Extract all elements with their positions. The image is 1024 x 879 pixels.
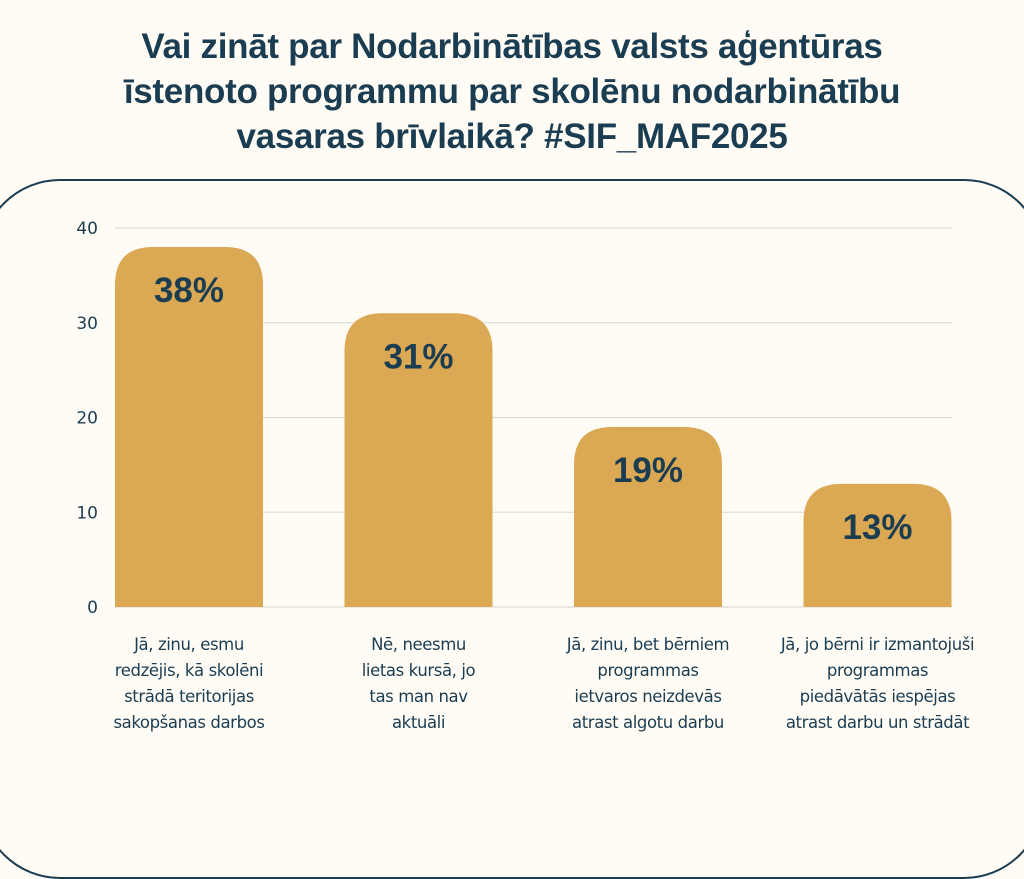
- bars: [115, 246, 952, 607]
- bar: [344, 313, 493, 607]
- x-tick-label-line: Nē, neesmu: [371, 635, 466, 654]
- x-tick-label-line: sakopšanas darbos: [113, 713, 265, 732]
- x-tick-label: Jā, zinu, esmu redzējis, kā skolēni strādā…: [74, 632, 304, 736]
- x-tick-label-line: ietvaros neizdevās: [574, 687, 722, 706]
- bar: [115, 246, 263, 607]
- y-axis-ticks: 0 10 20 30 40: [76, 219, 98, 618]
- chart-title: Vai zināt par Nodarbinātības valsts aģen…: [0, 24, 1024, 159]
- data-label: 13%: [842, 508, 912, 547]
- x-tick-label-line: programmas: [826, 661, 929, 680]
- x-tick-label-line: Jā, jo bērni ir izmantojuši: [780, 635, 975, 654]
- x-tick-label-line: tas man nav: [369, 687, 468, 706]
- x-tick-label: Jā, zinu, bet bērniem programmas ietvaros …: [533, 632, 763, 736]
- x-tick-label-line: strādā teritorijas: [124, 687, 254, 706]
- x-tick-label-line: aktuāli: [391, 713, 446, 732]
- x-tick-label-line: lietas kursā, jo: [361, 661, 476, 680]
- x-tick-label: Jā, jo bērni ir izmantojuši programmas pie…: [763, 632, 993, 736]
- y-tick-label: 10: [76, 503, 98, 523]
- chart-title-line: vasaras brīvlaikā? #SIF_MAF2025: [236, 117, 788, 156]
- bar: [803, 483, 952, 607]
- x-tick-label-line: programmas: [597, 661, 699, 680]
- data-labels: 38% 31% 19% 13%: [154, 271, 913, 547]
- y-tick-label: 0: [87, 598, 98, 618]
- x-tick-label-line: atrast algotu darbu: [572, 713, 724, 732]
- chart-title-line: īstenoto programmu par skolēnu nodarbinā…: [123, 72, 901, 111]
- data-label: 31%: [383, 337, 453, 376]
- data-label: 19%: [613, 451, 683, 490]
- y-tick-label: 40: [76, 219, 98, 239]
- x-tick-label: Nē, neesmu lietas kursā, jo tas man nav akt…: [304, 632, 534, 736]
- y-tick-label: 20: [76, 409, 98, 429]
- x-tick-label-line: Jā, zinu, esmu: [134, 635, 244, 654]
- y-tick-label: 30: [76, 314, 98, 334]
- x-tick-label-line: Jā, zinu, bet bērniem: [566, 635, 730, 654]
- x-tick-label-line: piedāvātās iespējas: [799, 687, 956, 706]
- x-tick-label-line: atrast darbu un strādāt: [785, 713, 970, 732]
- x-tick-label-line: redzējis, kā skolēni: [114, 661, 264, 680]
- bar: [574, 426, 722, 607]
- chart-title-line: Vai zināt par Nodarbinātības valsts aģen…: [141, 27, 883, 66]
- data-label: 38%: [154, 271, 224, 310]
- bar-chart: 0 10 20 30 40 38% 31% 19% 13%: [76, 219, 952, 618]
